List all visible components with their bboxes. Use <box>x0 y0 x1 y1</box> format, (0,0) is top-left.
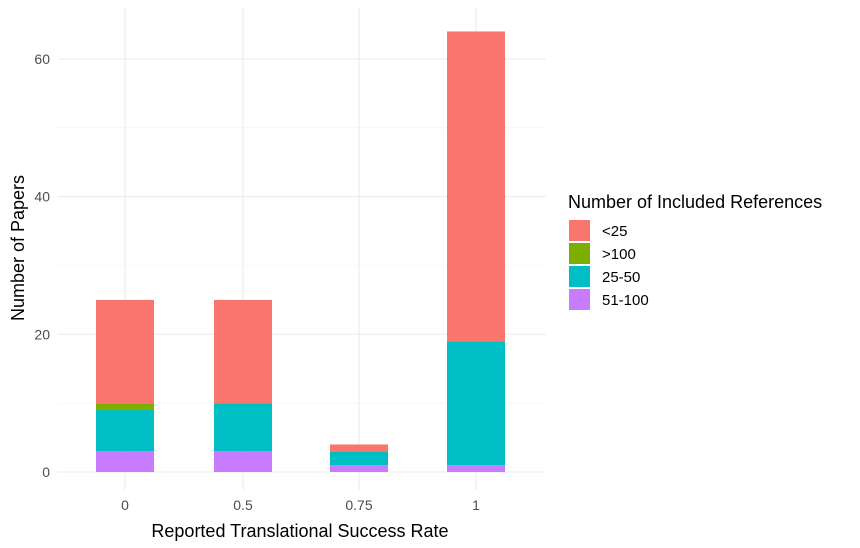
bar-segment <box>96 410 154 452</box>
legend-items: <25 >100 25-50 51-100 <box>569 220 649 310</box>
bar-segment <box>330 465 388 472</box>
x-tick-labels: 0 0.5 0.75 1 <box>121 497 480 513</box>
bar-segment <box>214 403 272 452</box>
bar-segment <box>214 299 272 404</box>
x-tick-label: 0.5 <box>233 497 253 513</box>
legend-label: <25 <box>602 223 627 240</box>
legend-label: >100 <box>602 246 636 263</box>
legend-swatch <box>569 220 590 241</box>
y-tick-label: 60 <box>34 51 50 67</box>
y-tick-label: 0 <box>42 464 50 480</box>
bars <box>96 31 505 472</box>
legend-swatch <box>569 266 590 287</box>
bar-segment <box>214 451 272 472</box>
bar-segment <box>96 299 154 404</box>
y-tick-labels: 0 20 40 60 <box>34 51 50 480</box>
bar-segment <box>447 341 505 466</box>
bar-segment <box>447 465 505 472</box>
legend-label: 51-100 <box>602 292 649 309</box>
legend-title: Number of Included References <box>568 192 822 212</box>
bar-segment <box>447 31 505 342</box>
bar-segment <box>96 403 154 411</box>
bar-segment <box>330 444 388 452</box>
x-tick-label: 0.75 <box>345 497 372 513</box>
y-axis-title: Number of Papers <box>8 175 28 321</box>
x-tick-label: 1 <box>472 497 480 513</box>
x-axis-title: Reported Translational Success Rate <box>151 521 448 541</box>
y-tick-label: 40 <box>34 189 50 205</box>
y-tick-label: 20 <box>34 326 50 342</box>
legend-swatch <box>569 289 590 310</box>
x-tick-label: 0 <box>121 497 129 513</box>
legend: Number of Included References <25 >100 25-… <box>568 192 822 310</box>
legend-swatch <box>569 243 590 264</box>
legend-label: 25-50 <box>602 269 640 286</box>
bar-segment <box>96 451 154 472</box>
bar-segment <box>330 451 388 466</box>
